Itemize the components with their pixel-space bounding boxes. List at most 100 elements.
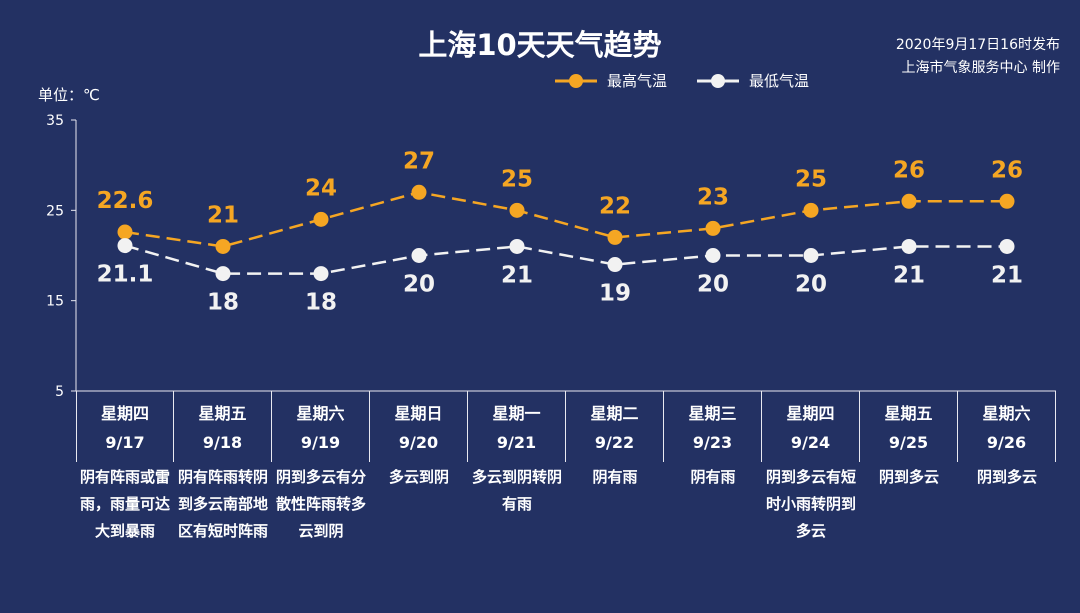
weather-description: 阴到多云有分散性阵雨转多云到阴 — [276, 468, 367, 540]
legend-item-low: 最低气温 — [697, 70, 809, 91]
day-date: 9/23 — [692, 433, 733, 452]
low-temp-label: 20 — [795, 272, 827, 298]
day-date: 9/25 — [888, 433, 929, 452]
weather-description: 多云到阴转阴有雨 — [472, 468, 563, 513]
high-temp-label: 23 — [697, 184, 729, 210]
day-date: 9/24 — [790, 433, 831, 452]
low-temp-label: 18 — [207, 290, 239, 316]
low-temp-label: 19 — [599, 281, 631, 307]
day-cell: 星期六 9/19 — [272, 391, 370, 462]
day-date: 9/21 — [496, 433, 537, 452]
legend: 最高气温 最低气温 — [555, 70, 839, 91]
weather-description: 阴到多云有短时小雨转阴到多云 — [766, 468, 857, 540]
day-cell: 星期五 9/25 — [860, 391, 958, 462]
day-weekday: 星期五 — [198, 404, 247, 423]
low-temp-point — [705, 248, 721, 263]
publish-time: 2020年9月17日16时发布 — [895, 37, 1060, 53]
low-temp-label: 21 — [501, 262, 533, 288]
legend-item-high: 最高气温 — [555, 70, 667, 91]
high-temp-point — [705, 220, 721, 236]
high-temp-point — [411, 184, 427, 200]
high-temp-label: 21 — [207, 202, 239, 228]
high-temp-label: 27 — [403, 148, 435, 174]
high-temp-label: 26 — [893, 157, 925, 183]
day-weekday: 星期二 — [590, 404, 639, 423]
day-weekday: 星期四 — [786, 404, 835, 423]
high-temp-point — [215, 238, 231, 254]
day-cell: 星期六 9/26 — [958, 391, 1056, 462]
day-weekday: 星期六 — [982, 404, 1031, 423]
day-weekday: 星期三 — [688, 404, 737, 423]
day-date: 9/22 — [594, 433, 635, 452]
y-tick-label: 5 — [55, 384, 64, 400]
weather-description: 阴到多云 — [878, 468, 939, 486]
weather-description: 阴有雨 — [592, 468, 638, 486]
page-title: 上海10天天气趋势 — [418, 28, 662, 62]
day-date: 9/18 — [202, 433, 243, 452]
weather-description-row: 阴有阵雨或雷雨，雨量可达大到暴雨 阴有阵雨转阴到多云南部地区有短时阵雨 阴到多云… — [76, 464, 1056, 545]
low-temp-point — [901, 238, 917, 254]
low-temp-point — [999, 238, 1015, 254]
high-temp-label: 26 — [991, 157, 1023, 183]
day-weekday: 星期一 — [492, 404, 541, 423]
low-line-marker-icon — [697, 73, 740, 88]
day-header-row: 星期四 9/17 星期五 9/18 星期六 9/19 星期日 9/20 星期一 9/21 … — [76, 391, 1056, 462]
high-temp-point — [313, 211, 329, 227]
day-weekday: 星期五 — [884, 404, 933, 423]
low-temp-point — [509, 238, 525, 254]
low-temp-label: 20 — [697, 272, 729, 298]
low-temp-label: 18 — [305, 290, 337, 316]
low-temp-point — [117, 238, 133, 254]
y-tick-label: 15 — [46, 294, 64, 310]
unit-label: 单位：℃ — [38, 86, 100, 104]
low-temp-point — [215, 266, 231, 282]
day-weekday: 星期日 — [394, 404, 443, 423]
day-weekday: 星期六 — [296, 404, 345, 423]
weather-description: 阴到多云 — [976, 468, 1037, 486]
legend-low-label: 最低气温 — [749, 72, 810, 90]
low-temp-label: 20 — [403, 272, 435, 298]
high-temp-label: 22 — [599, 193, 631, 219]
low-temp-point — [411, 248, 427, 263]
high-temp-point — [509, 202, 525, 218]
high-temp-label: 25 — [795, 166, 827, 192]
day-cell: 星期四 9/17 — [76, 391, 174, 462]
day-cell: 星期日 9/20 — [370, 391, 468, 462]
weather-description: 阴有阵雨或雷雨，雨量可达大到暴雨 — [80, 468, 171, 540]
high-temp-point — [607, 229, 623, 245]
low-temp-line — [124, 244, 1007, 275]
weather-description: 多云到阴 — [388, 468, 449, 486]
day-cell: 星期四 9/24 — [762, 391, 860, 462]
day-cell: 星期二 9/22 — [566, 391, 664, 462]
publish-info: 2020年9月17日16时发布 上海市气象服务中心 制作 — [896, 34, 1060, 80]
day-date: 9/17 — [105, 433, 145, 452]
high-temp-line — [124, 190, 1007, 248]
low-temp-label: 21 — [991, 262, 1023, 288]
weather-description: 阴有雨 — [690, 468, 736, 486]
high-line-marker-icon — [555, 73, 597, 88]
y-tick-label: 25 — [46, 203, 64, 219]
low-temp-point — [607, 257, 623, 273]
day-date: 9/19 — [300, 433, 341, 452]
publisher: 上海市气象服务中心 制作 — [901, 60, 1060, 76]
day-date: 9/20 — [398, 433, 439, 452]
day-weekday: 星期四 — [100, 404, 149, 423]
day-cell: 星期三 9/23 — [664, 391, 762, 462]
low-temp-point — [313, 266, 329, 282]
low-temp-point — [803, 248, 819, 263]
high-temp-label: 24 — [305, 175, 337, 201]
y-tick-label: 35 — [46, 113, 64, 129]
high-temp-point — [803, 202, 819, 218]
high-temp-point — [117, 224, 133, 240]
low-temp-label: 21 — [893, 262, 925, 288]
high-temp-point — [901, 193, 917, 209]
legend-high-label: 最高气温 — [607, 72, 668, 90]
day-cell: 星期一 9/21 — [468, 391, 566, 462]
day-cell: 星期五 9/18 — [174, 391, 272, 462]
high-temp-point — [999, 193, 1015, 209]
low-temp-label: 21.1 — [97, 262, 154, 288]
high-temp-label: 22.6 — [97, 188, 154, 214]
weather-description: 阴有阵雨转阴到多云南部地区有短时阵雨 — [178, 468, 269, 540]
day-date: 9/26 — [986, 433, 1027, 452]
